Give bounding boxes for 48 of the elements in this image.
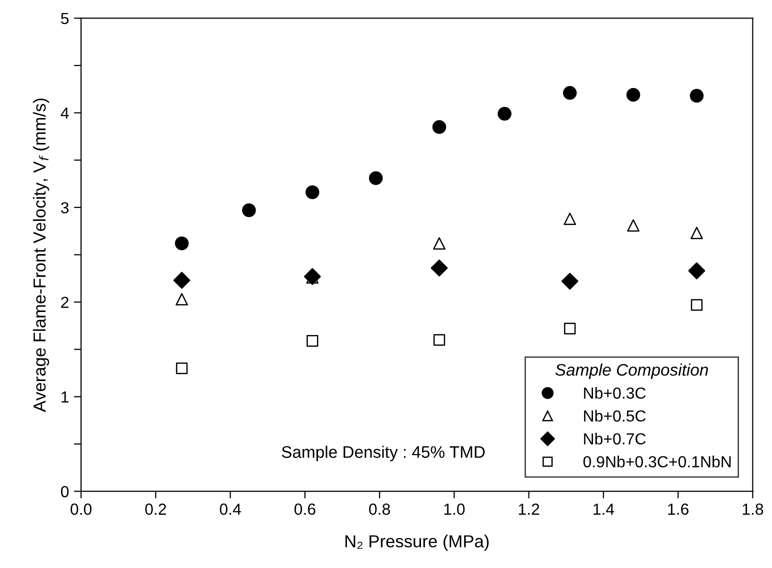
y-tick-label: 2 — [61, 296, 68, 308]
legend-label: Nb+0.3C — [584, 387, 646, 399]
point — [176, 293, 188, 306]
point — [176, 362, 188, 374]
x-tick-label: 0.8 — [369, 504, 390, 515]
point — [368, 171, 383, 185]
point — [174, 236, 189, 250]
point — [564, 212, 576, 225]
point — [433, 334, 446, 346]
x-tick-label: 1.2 — [518, 504, 540, 515]
point — [498, 106, 512, 121]
x-axis-title: N₂ Pressure (MPa) — [345, 534, 489, 551]
legend-label: Nb+0.5C — [584, 410, 646, 422]
y-tick-label: 3 — [60, 202, 69, 214]
point — [242, 203, 256, 218]
point — [690, 299, 703, 311]
point — [561, 272, 578, 290]
legend-title: Sample Composition — [555, 364, 708, 380]
point — [564, 322, 576, 334]
point — [688, 262, 706, 280]
x-tick-label: 1.6 — [668, 504, 688, 515]
x-tick-label: 1.0 — [444, 504, 465, 515]
y-tick-label: 5 — [61, 12, 69, 24]
point — [562, 86, 577, 100]
x-tick-label: 1.4 — [594, 504, 614, 515]
y-axis-title: Average Flame-Front Velocity, V$_{f}$ (mm/s) — [32, 98, 50, 412]
x-tick-label: 0.0 — [70, 504, 92, 515]
point — [690, 88, 704, 103]
annotation: Sample Density : 45% TMD — [282, 446, 485, 462]
legend-label: Nb+0.7C — [584, 432, 646, 445]
point — [433, 237, 446, 250]
y-tick-label: 0 — [60, 486, 69, 498]
point — [304, 268, 321, 285]
point — [626, 88, 640, 102]
x-tick-label: 0.6 — [294, 504, 316, 515]
x-tick-label: 1.8 — [742, 504, 764, 515]
point — [173, 272, 190, 289]
y-tick-label: 1 — [62, 391, 68, 402]
x-tick-label: 0.4 — [220, 504, 241, 515]
x-tick-label: 0.2 — [145, 504, 166, 515]
point — [430, 260, 448, 276]
y-tick-label: 4 — [60, 108, 69, 119]
point — [627, 219, 640, 232]
point — [690, 226, 703, 240]
point — [432, 120, 446, 134]
point — [306, 335, 318, 347]
point — [306, 185, 320, 200]
legend-label: 0.9Nb+0.3C+0.1NbN — [583, 456, 731, 468]
